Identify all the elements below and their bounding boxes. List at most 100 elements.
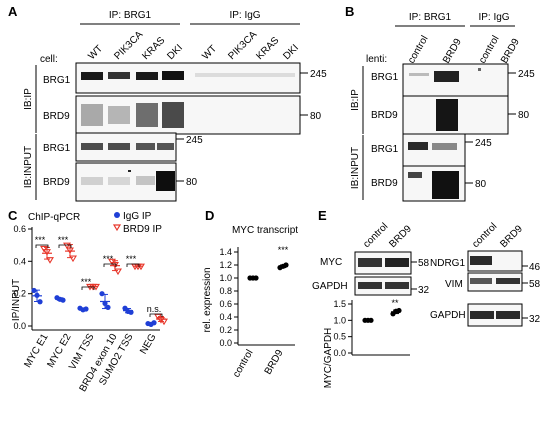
mw-marker: 32 (418, 285, 430, 296)
significance-bracket (149, 313, 163, 317)
x-tick-label: NEG (138, 332, 158, 356)
band (408, 142, 428, 150)
blot-label: GAPDH (430, 310, 466, 321)
y-tick-label: 1.5 (333, 299, 346, 309)
band (81, 143, 103, 150)
blot-label: MYC (320, 257, 342, 268)
y-tick-label: 1.0 (333, 315, 346, 325)
band (385, 258, 409, 267)
data-point (37, 299, 43, 305)
band (162, 71, 184, 80)
lane-label: BRD9 (387, 223, 414, 250)
band (108, 106, 130, 124)
y-tick-label: 0.0 (219, 338, 232, 348)
band (432, 171, 459, 199)
band (136, 72, 158, 80)
data-point (102, 300, 108, 306)
y-ticks: 0.0 0.2 0.4 0.6 0.8 1.0 1.2 1.4 (219, 247, 238, 348)
y-tick-label: 0.0 (333, 348, 346, 358)
lane-label: control (406, 34, 431, 65)
panel-a: A IP: BRG1 IP: IgG cell: WT PIK3CA KRAS … (8, 4, 327, 202)
y-tick-label: 1.0 (219, 273, 232, 283)
data-point (63, 242, 71, 250)
data-point (40, 245, 48, 253)
y-axis-label: rel. expression (202, 267, 213, 332)
x-tick-label: control (231, 348, 256, 379)
blot-label: GAPDH (312, 281, 348, 292)
mw-marker: 32 (529, 314, 541, 325)
lane-label: WT (200, 43, 219, 62)
band (432, 143, 457, 150)
data-point (157, 316, 165, 324)
mw-marker: 80 (475, 179, 487, 190)
band (470, 311, 494, 319)
band (358, 282, 382, 289)
band (358, 258, 382, 267)
y-tick-label: 0.4 (13, 256, 26, 266)
mw-marker: 245 (186, 135, 203, 146)
band (136, 103, 158, 127)
panel-a-letter: A (8, 4, 18, 19)
panel-e-letter: E (318, 208, 327, 223)
panel-e: E control BRD9 control BRD9 MYC GAPDH 58… (312, 208, 541, 388)
blot-label: BRG1 (371, 72, 399, 83)
data-point (114, 268, 122, 276)
band (136, 143, 155, 150)
data-point (111, 262, 119, 269)
band (108, 143, 130, 150)
data-point (105, 304, 111, 311)
panel-d: D MYC transcript rel. expression 0.00.20… (202, 208, 298, 379)
band (156, 171, 175, 191)
y-tick-label: 0.6 (219, 299, 232, 309)
blot-label: BRD9 (371, 110, 398, 121)
mw-marker: 80 (310, 111, 322, 122)
data-point (66, 247, 74, 255)
blot-vim (467, 272, 523, 292)
band (496, 311, 520, 319)
mw-marker: 245 (310, 69, 327, 80)
lane-label: DKI (281, 43, 301, 63)
mw-marker: 245 (475, 138, 492, 149)
y-tick-label: 1.4 (219, 247, 232, 257)
band (128, 170, 131, 172)
ip-igg-label: IP: IgG (478, 12, 509, 23)
x-tick-labels: MYC E1 MYC E2 VIM TSS BRD4 exon 10 SUMO2… (22, 332, 158, 394)
mw-marker: 80 (186, 177, 198, 188)
significance-bracket (58, 244, 72, 248)
y-tick-label: 0.0 (13, 321, 26, 331)
y-tick-label: 0.2 (13, 289, 26, 299)
band (470, 278, 492, 284)
band (136, 176, 155, 185)
blot-label: BRG1 (371, 144, 399, 155)
myc-gapdh-plot: 0.0 0.5 1.0 1.5 ** (333, 298, 410, 358)
ip-brg1-label: IP: BRG1 (109, 10, 152, 21)
mw-marker: 58 (529, 279, 541, 290)
band (81, 72, 103, 80)
significance-bracket (35, 244, 49, 248)
legend-marker-igg (114, 212, 120, 218)
data-points (247, 262, 289, 281)
y-ticks: 0.0 0.2 0.4 0.6 (13, 224, 32, 331)
data-point (396, 307, 402, 314)
data-point (368, 317, 374, 323)
band (157, 143, 174, 150)
legend-label: BRD9 IP (123, 224, 162, 235)
significance-label: n.s. (147, 304, 162, 314)
y-tick-label: 0.4 (219, 312, 232, 322)
blot-label: VIM (445, 279, 463, 290)
significance-label: *** (58, 235, 69, 245)
lane-label: BRD9 (498, 223, 525, 250)
significance-bracket (103, 263, 117, 267)
band (436, 99, 458, 131)
y-ticks: 0.0 0.5 1.0 1.5 (333, 299, 352, 358)
mw-marker: 245 (518, 69, 535, 80)
legend-label: IgG IP (123, 211, 152, 222)
data-point (69, 255, 77, 263)
chip-qpcr-plot: 0.0 0.2 0.4 0.6 MYC E1 MYC E2 VIM TSS BR… (13, 224, 168, 394)
data-point (137, 263, 145, 271)
legend-marker-brd9 (112, 224, 122, 232)
ib-input-label: IB:INPUT (350, 147, 361, 189)
mw-marker: 80 (518, 110, 530, 121)
lane-label: control (470, 221, 499, 250)
y-tick-label: 0.5 (333, 332, 346, 342)
